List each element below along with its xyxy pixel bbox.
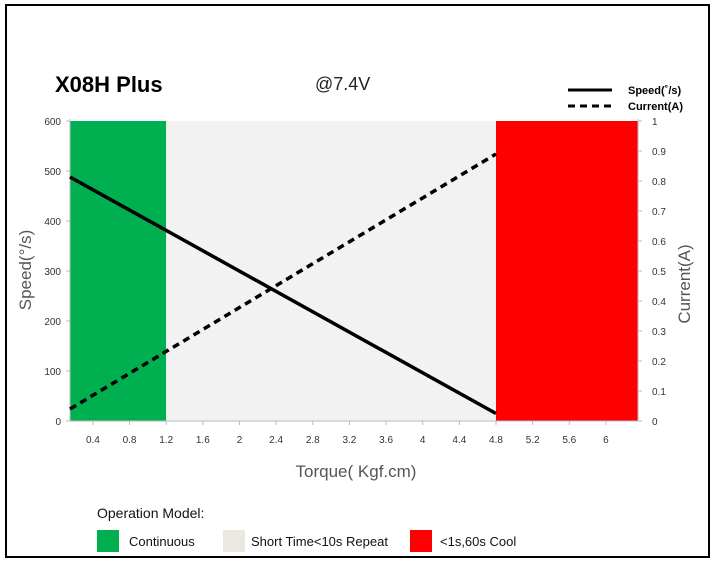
y-left-tick-label: 0	[55, 417, 61, 428]
y-right-tick-label: 0.9	[652, 147, 666, 158]
x-tick-label: 1.2	[159, 435, 173, 446]
zone-swatch-continuous	[97, 530, 119, 552]
y-left-tick-label: 400	[44, 217, 61, 228]
chart-title: X08H Plus	[55, 72, 163, 97]
y-right-tick-label: 0.3	[652, 327, 666, 338]
y-left-tick-label: 600	[44, 117, 61, 128]
zone-legend: Continuous Short Time<10s Repeat <1s,60s…	[97, 530, 516, 552]
x-tick-label: 2.8	[306, 435, 320, 446]
legend-speed-label: Speed(˚/s)	[628, 85, 682, 97]
x-tick-label: 5.2	[526, 435, 540, 446]
y-right-tick-label: 0.6	[652, 237, 666, 248]
series-layer	[69, 152, 497, 416]
y-right-tick-label: 0.4	[652, 297, 666, 308]
series-legend: Speed(˚/s) Current(A)	[568, 85, 683, 113]
zone-band-1	[166, 121, 496, 421]
x-tick-label: 4.8	[489, 435, 503, 446]
y-axis-left-label: Speed(°/s)	[16, 230, 35, 311]
zone-label-cool: <1s,60s Cool	[440, 534, 516, 549]
x-tick-label: 1.6	[196, 435, 210, 446]
y-left-tick-label: 100	[44, 367, 61, 378]
x-tick-label: 3.2	[342, 435, 356, 446]
x-tick-label: 6	[603, 435, 609, 446]
x-tick-label: 0.4	[86, 435, 100, 446]
y-right-tick-label: 0.5	[652, 267, 666, 278]
x-tick-label: 0.8	[123, 435, 137, 446]
x-tick-label: 3.6	[379, 435, 393, 446]
y-left-tick-label: 500	[44, 167, 61, 178]
series-current-line	[69, 152, 497, 411]
legend-current-label: Current(A)	[628, 101, 683, 113]
x-axis-label: Torque( Kgf.cm)	[296, 462, 417, 481]
y-right-tick-label: 0.8	[652, 177, 666, 188]
zone-label-continuous: Continuous	[129, 534, 195, 549]
y-left-tick-label: 300	[44, 267, 61, 278]
zone-label-short-time: Short Time<10s Repeat	[251, 534, 388, 549]
zone-band-2	[496, 121, 638, 421]
y-right-tick-label: 0.1	[652, 387, 666, 398]
y-right-tick-label: 0	[652, 417, 658, 428]
x-tick-label: 2.4	[269, 435, 283, 446]
y-right-tick-label: 1	[652, 117, 658, 128]
axes-layer: 0.4 0.8 1.2 1.6 2 2.4 2.8 3.2 3.6 4 4.4 4.8 5.2 5.6 60…	[44, 117, 666, 446]
chart-subtitle: @7.4V	[315, 74, 370, 94]
series-speed-line	[69, 175, 497, 416]
zones-layer	[70, 121, 638, 421]
y-axis-right-label: Current(A)	[675, 244, 694, 323]
x-tick-label: 4	[420, 435, 426, 446]
zone-swatch-cool	[410, 530, 432, 552]
x-tick-label: 5.6	[562, 435, 576, 446]
y-right-tick-label: 0.7	[652, 207, 666, 218]
y-right-tick-label: 0.2	[652, 357, 666, 368]
x-tick-label: 2	[237, 435, 243, 446]
operation-model-title: Operation Model:	[97, 505, 204, 521]
zone-swatch-short-time	[223, 530, 245, 552]
x-tick-label: 4.4	[452, 435, 466, 446]
y-left-tick-label: 200	[44, 317, 61, 328]
zone-band-0	[70, 121, 167, 421]
